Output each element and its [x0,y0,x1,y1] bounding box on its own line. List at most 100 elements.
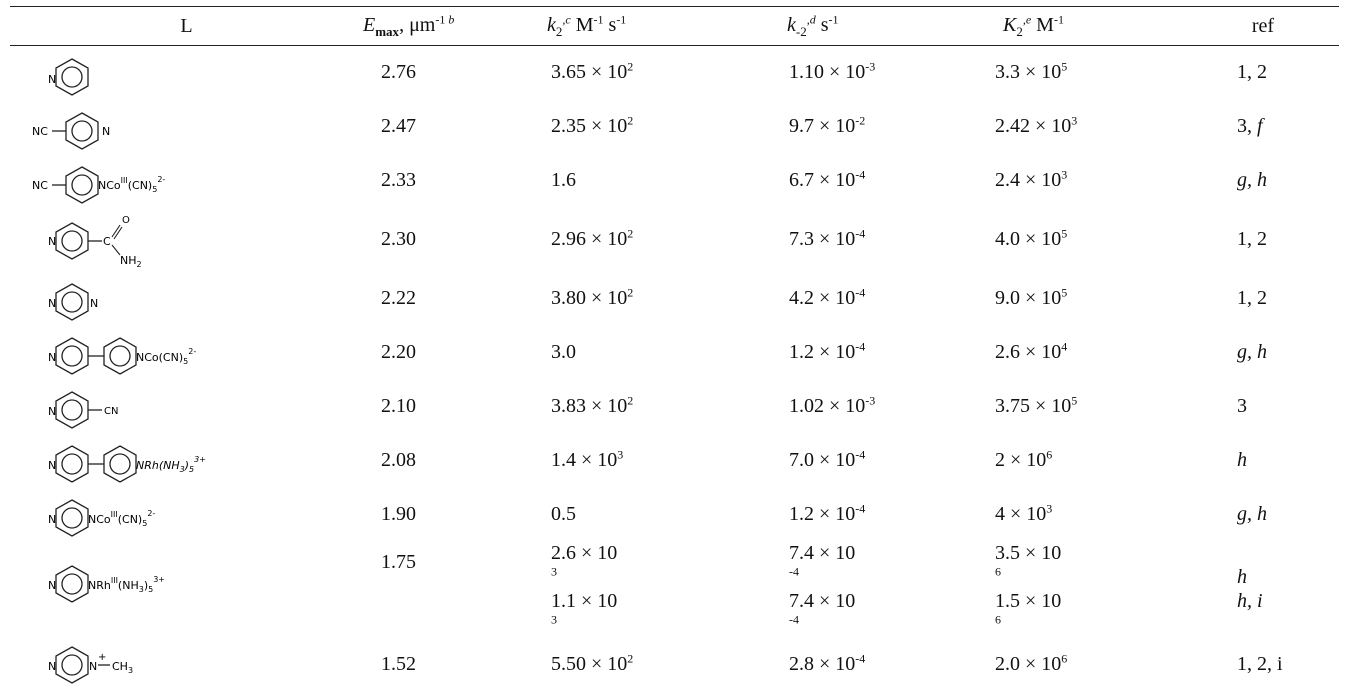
emax-unit: , μm [399,13,436,36]
emax-value: 1.90 [381,502,416,525]
ligand-label: + [98,652,106,663]
ref-text: 3, f [1237,114,1263,137]
ligand-label: 3 [128,666,133,675]
svg-text:NCoIII(CN)52-: NCoIII(CN)52- [88,509,155,528]
header-ref: ref [1187,8,1339,45]
ligand-label: O [122,215,130,226]
K2-symbol: K [1003,13,1017,36]
ligand-label: 2 [137,260,142,269]
k2-exponent: 2 [627,392,634,407]
svg-text:NH2: NH2 [120,254,142,269]
ligand-structure: N N + CH3 [10,637,363,691]
k2-value: 3.0 [547,325,759,379]
ref-footnote-letter: f [1257,114,1263,137]
k2-line: 2.6 × 10 3 [551,541,759,589]
kminus2-exponent: -4 [855,338,866,353]
K2-value: 3.3 × 105 [969,45,1187,99]
K2-unit-exp: -1 [1053,11,1064,26]
K2-subscript: 2 [1016,23,1023,39]
ligand-label: NC [32,179,48,192]
emax-footnote: b [445,11,455,26]
K2-footnote: ,e [1022,11,1032,26]
pyrazine-structure-icon: N N [48,283,98,321]
ligand-label: 3+ [194,455,206,464]
kminus2-value: 4.2 × 10-4 [759,271,969,325]
ref-value: 1, 2 [1237,227,1267,250]
k2-value: 1.4 × 103 [547,433,759,487]
ref-line: h [1237,566,1247,588]
kminus2-mantissa: 7.4 × 10 [789,590,856,612]
k2-value: 2.6 × 10 3 1.1 × 10 3 [547,541,759,637]
ligand-label: N [89,660,97,673]
kminus2-exponent: -4 [855,500,866,515]
table-row: N NRh(NH3)53+ 2.08 1.4 × 103 7.0 × 10-4 … [10,433,1339,487]
bipyridine-rhodium-structure-icon: N NRh(NH3)53+ [48,445,206,483]
kminus2-unit: s [815,13,829,36]
table-row: N C O NH2 2.30 2.96 × 102 7.3 × 10-4 4.0… [10,207,1339,271]
k2-value: 2.35 × 102 [547,99,759,153]
ligand-label: 5 [148,585,153,594]
K2-exponent: 6 [1046,446,1053,461]
cyanopyridine-structure-icon: NC N [32,112,110,150]
methylpyrazinium-structure-icon: N N + CH3 [48,646,133,684]
K2-exponent: 3 [1046,500,1053,515]
ligand-label: ) [144,579,148,592]
emax-symbol: E [363,13,376,36]
k2-unit2: s [603,13,617,36]
k2-line: 1.1 × 10 3 [551,589,759,637]
table-row: N 2.76 3.65 × 102 1.10 × 10-3 3.3 × 105 … [10,45,1339,99]
K2-mantissa: 3.3 × 10 [995,60,1062,83]
ligand-label: ) [184,459,189,472]
bipyridine-cobalt-structure-icon: N NCo(CN)52- [48,337,196,375]
ref-line: h, i [1237,590,1263,612]
kminus2-exponent: -4 [855,446,866,461]
table-row: NC NCoIII(CN)52- 2.33 1.6 6.7 × 10-4 2.4… [10,153,1339,207]
k2-footnote: ,c [562,11,571,26]
K2-value: 3.75 × 105 [969,379,1187,433]
ligand-label: C [103,235,111,248]
ligand-label: 2- [188,347,196,356]
kminus2-mantissa: 7.0 × 10 [789,448,856,471]
ligand-label: N [48,459,56,472]
emax-value: 1.75 [381,551,416,573]
ref-value: h h, i [1187,541,1339,637]
kminus2-exponent: -4 [789,564,799,579]
kminus2-value: 9.7 × 10-2 [759,99,969,153]
table-row: N NCoIII(CN)52- 1.90 0.5 1.2 × 10-4 4 × … [10,487,1339,541]
emax-unit-exp: -1 [435,11,446,26]
ref-value: h [1237,448,1247,471]
kminus2-exponent: -4 [789,612,799,627]
header-kminus2: k-2,d s-1 [759,8,969,45]
table-row: N NRhIII(NH3)53+ 1.75 2.6 × 10 3 1.1 × 10… [10,541,1339,637]
K2-exponent: 3 [1071,112,1078,127]
ref-value: g, h [1237,340,1267,363]
kminus2-subscript: -2 [795,23,807,39]
ligand-label: 5 [152,185,157,194]
ligand-label: III [121,176,128,185]
kminus2-mantissa: 6.7 × 10 [789,168,856,191]
ligand-structure: N C O NH2 [10,207,363,271]
ligand-label: N [48,660,56,673]
K2-exponent: 4 [1061,338,1068,353]
k2-value: 2.96 × 102 [547,207,759,271]
k2-unit: M [570,13,594,36]
ref-value: 3 [1237,394,1247,417]
header-ref-label: ref [1251,15,1275,37]
data-table: L Emax, μm-1 b k2,c M-1 s-1 k-2,d s-1 K2… [10,8,1339,691]
emax-value: 2.10 [381,394,416,417]
kminus2-exponent: -4 [855,225,866,240]
ref-value: 1, 2, i [1237,652,1283,675]
kminus2-value: 7.0 × 10-4 [759,433,969,487]
pyrazine-rhodium-structure-icon: N NRhIII(NH3)53+ [48,565,165,603]
K2-value: 4.0 × 105 [969,207,1187,271]
k2-exponent: 2 [627,112,634,127]
K2-value: 2.4 × 103 [969,153,1187,207]
K2-value: 9.0 × 105 [969,271,1187,325]
ligand-structure: N NRh(NH3)53+ [10,433,363,487]
ligand-label: III [111,576,118,585]
ligand-label: NRh(NH [136,459,180,472]
ligand-structure: N N [10,271,363,325]
ligand-label: CN [104,406,118,417]
ligand-structure: N NRhIII(NH3)53+ [10,541,363,637]
ref-value: g, h [1237,168,1267,191]
